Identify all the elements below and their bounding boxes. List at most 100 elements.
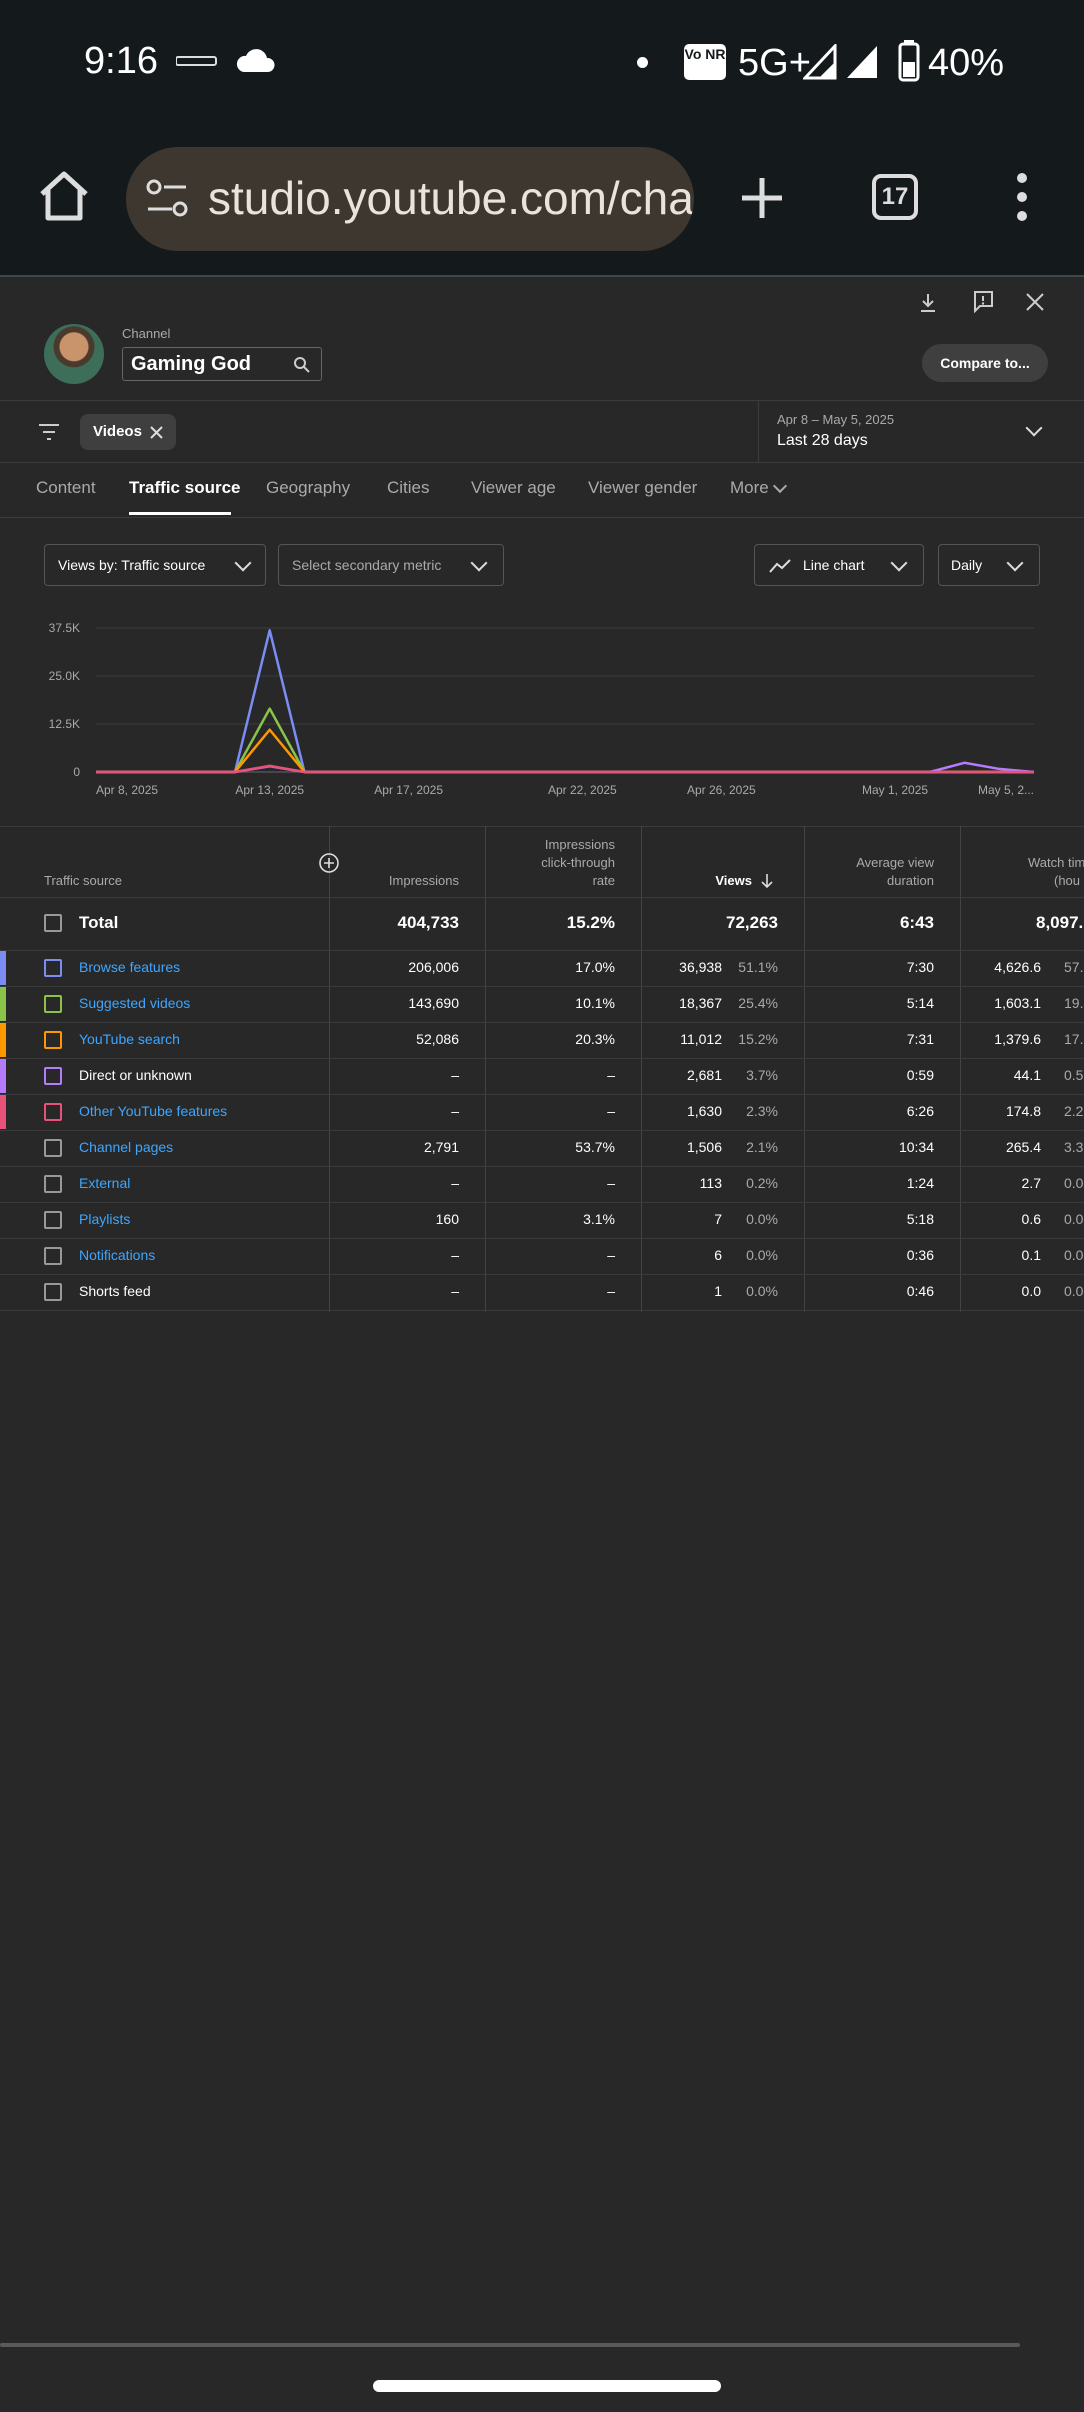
filter-chip-videos[interactable]: Videos (80, 414, 176, 450)
row-checkbox[interactable] (44, 1139, 62, 1157)
views-percent-cell: 15.2% (738, 1031, 778, 1047)
impressions-cell: – (451, 1067, 459, 1083)
row-checkbox[interactable] (44, 959, 62, 977)
views-cell: 11,012 (680, 1031, 722, 1047)
tab-switcher-button[interactable]: 17 (872, 174, 918, 220)
avg-duration-cell: 7:31 (906, 1031, 934, 1047)
watch-time-cell: 1,379.6 (994, 1031, 1041, 1047)
horizontal-scrollbar[interactable] (0, 2343, 1020, 2347)
row-checkbox[interactable] (44, 1247, 62, 1265)
more-menu-icon[interactable] (1012, 172, 1032, 222)
col-header-traffic-source[interactable]: Traffic source (44, 873, 123, 888)
col-header-avg-duration[interactable]: Average view duration (810, 854, 934, 890)
site-settings-icon[interactable] (146, 177, 190, 221)
channel-selector[interactable]: Gaming God (122, 347, 322, 381)
secondary-metric-dropdown[interactable]: Select secondary metric (278, 544, 504, 586)
traffic-source-name[interactable]: Notifications (79, 1247, 156, 1263)
y-tick-label: 37.5K (49, 621, 80, 635)
interval-dropdown[interactable]: Daily (938, 544, 1040, 586)
series-line-other-youtube-features (96, 764, 1034, 774)
battery-icon (898, 40, 920, 82)
ctr-cell: 17.0% (575, 959, 615, 975)
row-checkbox[interactable] (44, 1067, 62, 1085)
traffic-source-name[interactable]: Channel pages (79, 1139, 174, 1155)
watch-percent-cell: 17.0 (1064, 1031, 1084, 1047)
notification-icon (176, 56, 217, 66)
avg-duration-cell: 5:14 (906, 995, 934, 1011)
channel-name: Gaming God (131, 353, 251, 375)
watch-percent-cell: 2.2 (1064, 1103, 1084, 1119)
traffic-source-name[interactable]: Other YouTube features (79, 1103, 228, 1119)
chart-type-dropdown[interactable]: Line chart (754, 544, 924, 586)
col-header-watch-time[interactable]: Watch tim (hou (1028, 854, 1084, 890)
date-range-picker[interactable]: Apr 8 – May 5, 2025 Last 28 days (758, 400, 1084, 462)
add-column-icon[interactable] (318, 852, 340, 874)
traffic-source-name[interactable]: Playlists (79, 1211, 131, 1227)
row-checkbox[interactable] (44, 1175, 62, 1193)
gesture-bar[interactable] (373, 2380, 721, 2392)
views-cell: 1,630 (686, 1103, 722, 1119)
row-checkbox[interactable] (44, 1283, 62, 1301)
avg-duration-cell: 0:36 (906, 1247, 934, 1263)
watch-time-cell: 0.1 (1021, 1247, 1041, 1263)
tab-viewer-age[interactable]: Viewer age (471, 478, 556, 497)
browser-toolbar: studio.youtube.com/cha 17 (0, 130, 1084, 277)
impressions-cell: 52,086 (416, 1031, 459, 1047)
primary-metric-dropdown[interactable]: Views by: Traffic source (44, 544, 266, 586)
views-percent-cell: 0.0% (746, 1247, 778, 1263)
tab-viewer-gender[interactable]: Viewer gender (588, 478, 698, 497)
x-tick-label: Apr 26, 2025 (687, 783, 756, 797)
header-line: Impressions (544, 837, 615, 852)
total-label: Total (79, 913, 119, 932)
dot-indicator (637, 57, 648, 68)
views-line-chart: 37.5K 25.0K 12.5K 0 Apr 8, 2025 Apr 13, 2025 A… (49, 621, 1035, 797)
row-checkbox[interactable] (44, 995, 62, 1013)
home-icon[interactable] (38, 170, 90, 222)
watch-time-cell: 174.8 (1005, 1103, 1041, 1119)
col-header-views[interactable]: Views (715, 873, 752, 888)
close-icon[interactable] (1025, 292, 1045, 312)
filter-icon[interactable] (38, 422, 60, 442)
column-divider (804, 826, 805, 1312)
signal-icon (803, 44, 837, 80)
active-tab-indicator (129, 512, 231, 515)
sort-down-icon[interactable] (760, 873, 774, 889)
date-range: Apr 8 – May 5, 2025 (777, 412, 895, 427)
col-header-ctr[interactable]: Impressions click-through rate (490, 836, 615, 890)
tab-more[interactable]: More (730, 478, 769, 497)
remove-chip-icon[interactable] (150, 426, 163, 439)
col-header-impressions[interactable]: Impressions (388, 873, 459, 888)
download-icon[interactable] (918, 292, 938, 314)
traffic-source-name[interactable]: Suggested videos (79, 995, 191, 1011)
traffic-source-name[interactable]: Browse features (79, 959, 181, 975)
header-line: rate (592, 873, 615, 888)
row-checkbox[interactable] (44, 1211, 62, 1229)
ctr-cell: – (607, 1175, 615, 1191)
watch-time-cell: 2.7 (1021, 1175, 1041, 1191)
chevron-down-icon (234, 554, 252, 572)
feedback-icon[interactable] (972, 290, 994, 314)
compare-button[interactable]: Compare to... (922, 344, 1048, 382)
new-tab-icon[interactable] (738, 174, 786, 222)
views-cell: 6 (714, 1247, 722, 1263)
traffic-source-name[interactable]: YouTube search (79, 1031, 180, 1047)
watch-percent-cell: 0.0 (1064, 1175, 1084, 1191)
tab-cities[interactable]: Cities (387, 478, 430, 497)
tab-traffic-source[interactable]: Traffic source (129, 478, 241, 497)
tab-content[interactable]: Content (36, 478, 96, 497)
traffic-source-name: Direct or unknown (79, 1067, 192, 1083)
search-icon[interactable] (293, 356, 311, 374)
total-avg-duration: 6:43 (899, 913, 934, 932)
traffic-source-name[interactable]: External (79, 1175, 131, 1191)
series-color-marker (0, 1095, 6, 1129)
divider (0, 517, 1084, 518)
row-checkbox[interactable] (44, 1031, 62, 1049)
y-tick-label: 12.5K (49, 717, 80, 731)
tab-geography[interactable]: Geography (266, 478, 351, 497)
ctr-cell: – (607, 1283, 615, 1299)
divider (0, 1274, 1084, 1275)
total-checkbox[interactable] (44, 914, 62, 932)
address-bar[interactable]: studio.youtube.com/cha (126, 147, 694, 251)
x-tick-label: Apr 22, 2025 (548, 783, 617, 797)
row-checkbox[interactable] (44, 1103, 62, 1121)
